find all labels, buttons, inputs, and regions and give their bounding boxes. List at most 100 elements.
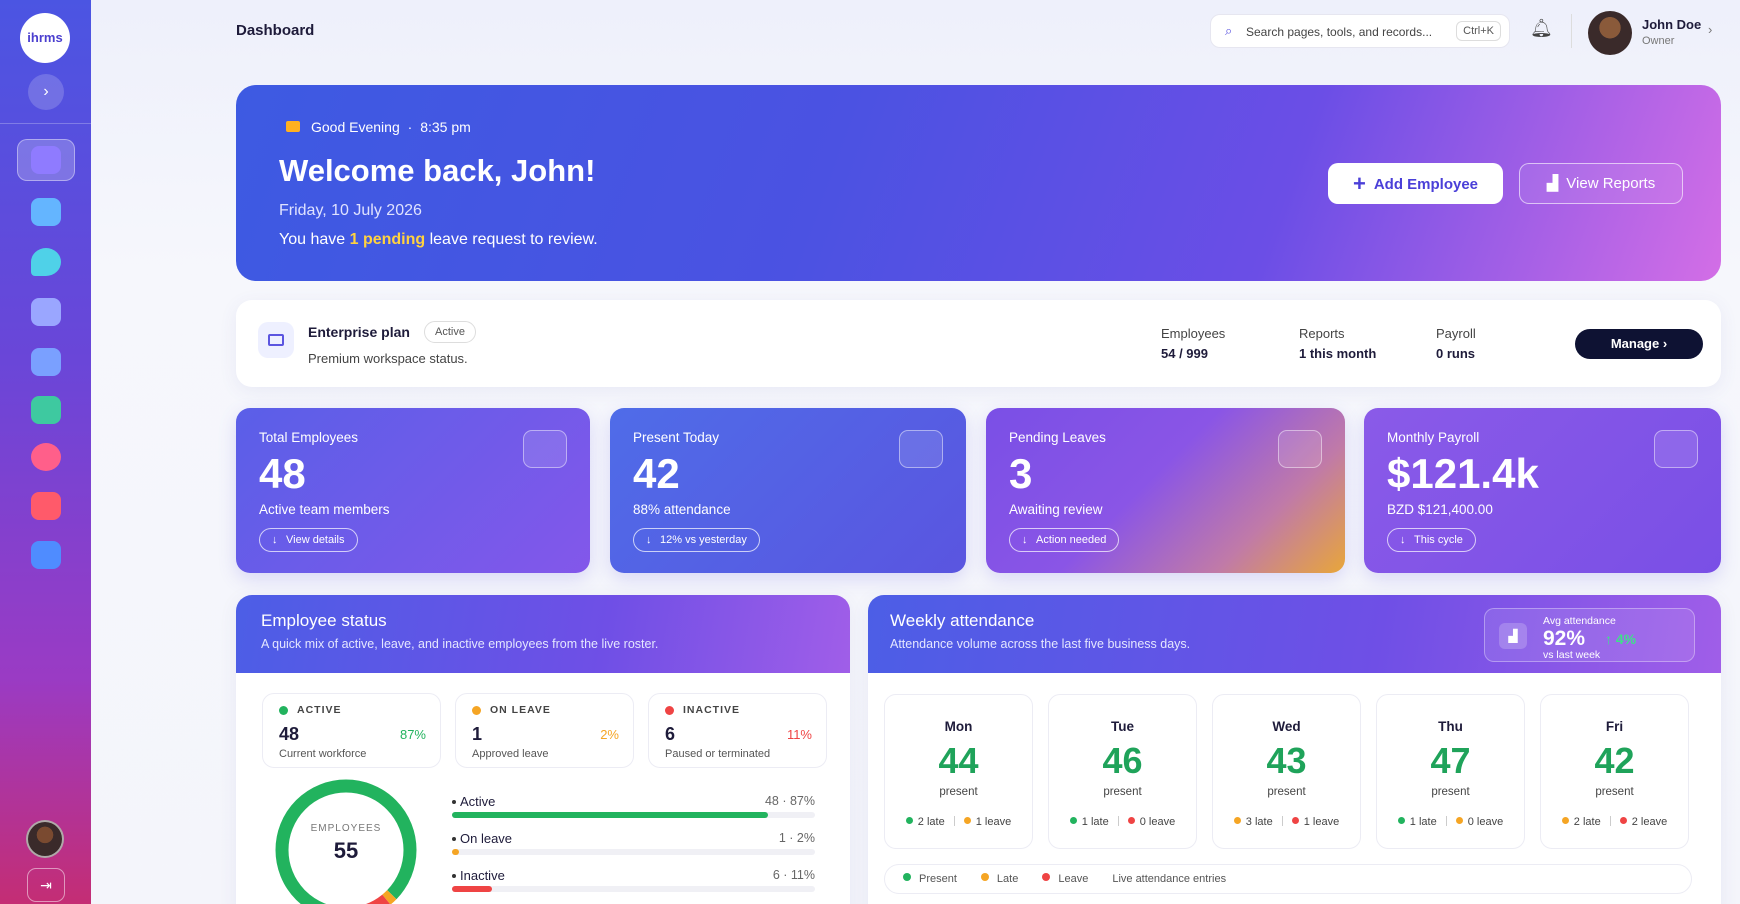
nav-security[interactable] [31,541,61,569]
bar-label: Active [460,794,496,809]
legend-label: Leave [1058,873,1089,885]
status-dot [279,706,288,715]
legend-dot [980,873,989,881]
status-note: Current workforce [279,748,367,760]
stat-value: 3 [1009,450,1033,497]
nav-documents[interactable] [31,348,61,376]
stat-icon[interactable] [523,430,567,468]
day-leave: 2 leave [1631,816,1668,828]
day-card: Thu 47 present 1 late 0 leave [1376,694,1525,849]
leave-dot [1291,817,1299,824]
status-card: ON LEAVE 1 2% Approved leave [455,693,634,768]
panel-title: Employee status [261,611,387,630]
stat-subtitle: 88% attendance [633,502,731,517]
status-card: INACTIVE 6 11% Paused or terminated [648,693,827,768]
nav-locations[interactable] [31,248,61,276]
search-box[interactable]: ⌕ Search pages, tools, and records... Ct… [1210,14,1510,48]
day-breakdown: 1 late 0 leave [1377,816,1524,828]
plan-stat-label: Reports [1299,326,1345,341]
user-avatar[interactable] [1588,11,1632,55]
stat-badge: 12% vs yesterday [633,528,760,552]
avg-note: vs last week [1543,649,1601,661]
bar-value: 6 · 11% [772,868,815,882]
button-label: View Reports [1566,175,1656,192]
legend-label: Present [919,873,957,885]
legend-dot [903,873,911,881]
user-menu-chevron[interactable]: › [1708,22,1713,37]
bar-fill [452,886,492,892]
plan-name: Enterprise plan [308,324,410,340]
view-reports-button[interactable]: ▟ View Reports [1519,163,1683,204]
day-breakdown: 2 late 2 leave [1541,816,1688,828]
bar-track [452,849,815,855]
stat-icon[interactable] [1654,430,1698,468]
plan-description: Premium workspace status. [308,351,468,366]
bar-label: Inactive [460,868,505,883]
late-dot [1561,817,1569,824]
nav-dashboard[interactable] [31,146,61,174]
manage-button[interactable]: Manage › [1575,329,1703,359]
day-card: Wed 43 present 3 late 1 leave [1212,694,1361,849]
day-present: 43 [1266,740,1307,781]
bar-track [452,812,815,818]
present-label: present [939,786,978,798]
status-percent: 87% [399,727,426,742]
day-breakdown: 2 late 1 leave [885,816,1032,828]
legend-dot [1042,873,1051,881]
divider [1117,816,1119,826]
stat-icon[interactable] [1278,430,1322,468]
logout-button[interactable]: ⇥ [27,868,65,902]
search-placeholder: Search pages, tools, and records... [1246,25,1433,39]
date: Friday, 10 July 2026 [279,202,422,219]
nav-chat[interactable] [31,492,61,520]
day-leave: 0 leave [1467,816,1504,828]
status-label: INACTIVE [683,704,741,716]
day-name: Thu [1438,719,1463,734]
page-title: Dashboard [236,22,315,39]
bar-track [452,886,815,892]
bar-fill [452,812,768,818]
plan-status: Active [424,321,476,343]
nav-employees[interactable] [31,198,61,226]
nav-media[interactable] [31,443,61,471]
legend-note: Live attendance entries [1112,873,1227,885]
stat-badge: This cycle [1387,528,1476,552]
status-count: 1 [472,724,483,744]
donut-total: 55 [333,838,359,863]
day-name: Mon [944,719,973,734]
donut-chart: EMPLOYEES 55 [272,776,420,904]
bar-fill [452,849,460,855]
bar-bullet [452,874,456,878]
stat-value: $121.4k [1387,450,1539,497]
stat-subtitle: Active team members [259,502,390,517]
status-count: 6 [665,724,676,744]
panel-subtitle: Attendance volume across the last five b… [890,637,1191,651]
stat-subtitle: Awaiting review [1009,502,1103,517]
sidebar-avatar[interactable] [26,820,64,858]
status-dot [665,706,674,715]
collapse-button[interactable]: › [28,74,64,110]
greeting: Good Evening · 8:35 pm [311,119,471,135]
plan-card: Enterprise plan Active Premium workspace… [236,300,1721,387]
message-highlight: 1 pending [349,231,426,248]
plan-stat-value: 54 / 999 [1161,346,1208,361]
panel-subtitle: A quick mix of active, leave, and inacti… [261,637,659,651]
late-dot [1069,817,1077,824]
header-divider [1571,14,1572,48]
logo[interactable]: ihrms [20,13,70,63]
greeting-text: Good Evening [311,119,400,135]
add-employee-button[interactable]: + Add Employee [1328,163,1503,204]
late-dot [1233,817,1241,824]
donut-svg [275,779,417,904]
stat-icon[interactable] [899,430,943,468]
day-leave: 1 leave [1303,816,1340,828]
day-card: Mon 44 present 2 late 1 leave [884,694,1033,849]
nav-messages[interactable] [31,298,61,326]
status-note: Approved leave [472,748,549,760]
notifications-button[interactable]: 🔔︎ [1530,18,1553,38]
nav-reports[interactable] [31,396,61,424]
welcome-title: Welcome back, John! [279,153,596,188]
day-name: Fri [1605,719,1624,734]
donut-segment [275,779,417,904]
